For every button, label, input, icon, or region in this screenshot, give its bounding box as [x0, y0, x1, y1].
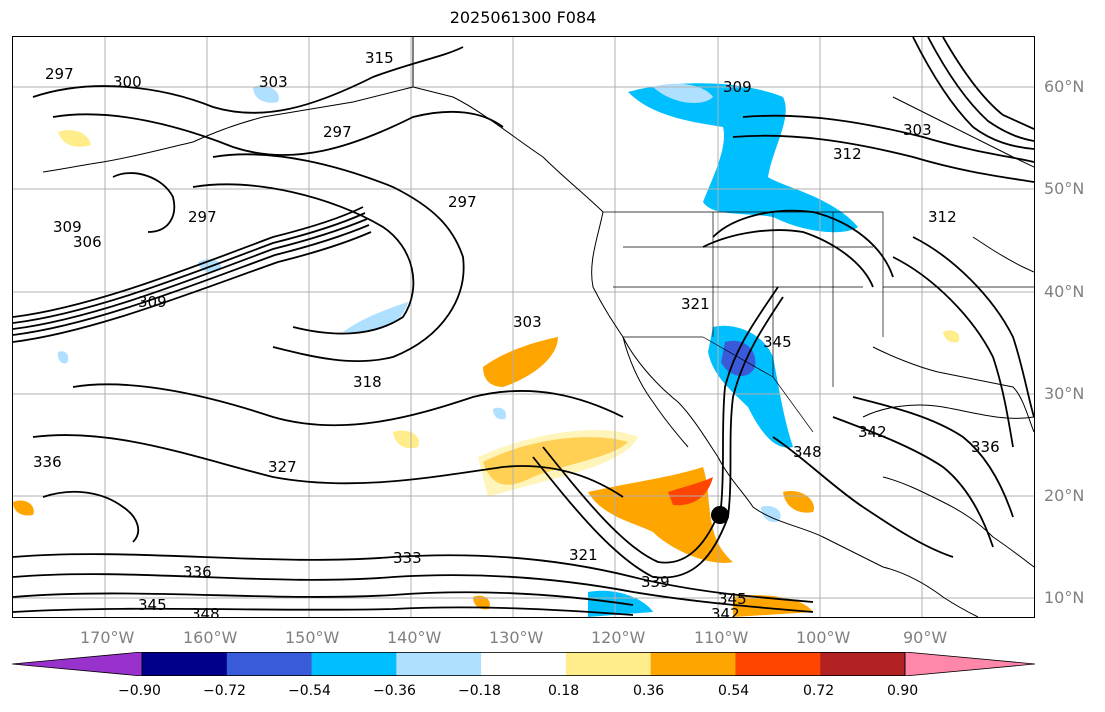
colorbar-extension-low [12, 652, 143, 676]
contour-label: 303 [903, 121, 932, 139]
colorbar-segment [396, 652, 482, 676]
shaded-field-negative [57, 83, 858, 617]
contour-label: 312 [833, 145, 862, 163]
contour-label: 336 [33, 453, 62, 471]
contour-label: 303 [259, 73, 288, 91]
contour-label: 342 [858, 423, 887, 441]
contour-label: 348 [793, 443, 822, 461]
colorbar-segment [481, 652, 567, 676]
contour-label: 303 [513, 313, 542, 331]
contour-label: 336 [971, 438, 1000, 456]
colorbar-tick-label: −0.54 [288, 683, 331, 699]
longitude-label: 110°W [694, 628, 749, 647]
contour-label: 321 [681, 295, 710, 313]
colorbar-tick-label: −0.36 [373, 683, 416, 699]
colorbar-tick-label: 0.54 [718, 683, 750, 699]
colorbar-tick-label: −0.18 [458, 683, 501, 699]
coastlines [42, 37, 1034, 617]
longitude-label: 160°W [183, 628, 238, 647]
contour-label: 297 [188, 208, 217, 226]
contour-label: 318 [353, 373, 382, 391]
latitude-label: 60°N [1044, 77, 1085, 96]
map-canvas: 297 300 303 309 306 309 312 315 297 297 … [13, 37, 1034, 617]
contour-label: 339 [641, 573, 670, 591]
latitude-label: 40°N [1044, 282, 1085, 301]
colorbar-segment [565, 652, 652, 676]
colorbar-tick-label: 0.72 [803, 683, 835, 699]
contour-label: 327 [268, 458, 297, 476]
contour-label: 297 [448, 193, 477, 211]
contour-label-group: 297 300 303 309 306 309 312 315 297 297 … [33, 49, 1000, 617]
contour-label: 321 [569, 546, 598, 564]
colorbar-tick-label: −0.72 [203, 683, 246, 699]
contour-label: 300 [113, 73, 142, 91]
map-panel: 297 300 303 309 306 309 312 315 297 297 … [12, 36, 1035, 618]
longitude-label: 100°W [796, 628, 851, 647]
colorbar-tick-label: 0.90 [887, 683, 919, 699]
longitude-label: 140°W [387, 628, 442, 647]
contour-label: 297 [323, 123, 352, 141]
contour-label: 345 [138, 596, 167, 614]
contour-label: 309 [138, 293, 167, 311]
colorbar-tick-label: −0.90 [118, 683, 161, 699]
political-borders [412, 37, 1034, 433]
colorbar-segment [142, 652, 228, 676]
colorbar-segment [226, 652, 313, 676]
latitude-label: 10°N [1044, 588, 1085, 607]
map-title: 2025061300 F084 [449, 8, 597, 27]
colorbar-segment [311, 652, 397, 676]
colorbar-tick-label: 0.36 [633, 683, 665, 699]
colorbar-outline [141, 652, 906, 676]
contour-label: 336 [183, 563, 212, 581]
contour-label: 306 [73, 233, 102, 251]
colorbar-tick-label: 0.18 [548, 683, 580, 699]
contour-label: 333 [393, 549, 422, 567]
contour-label: 297 [45, 65, 74, 83]
colorbar-segment [820, 652, 906, 676]
longitude-label: 90°W [903, 628, 948, 647]
colorbar [12, 652, 1035, 676]
longitude-label: 150°W [285, 628, 340, 647]
longitude-label: 130°W [489, 628, 544, 647]
contour-label: 342 [711, 605, 740, 617]
contour-label: 309 [53, 218, 82, 236]
longitude-label: 120°W [591, 628, 646, 647]
contour-label: 348 [191, 605, 220, 617]
colorbar-segment [735, 652, 821, 676]
contour-label: 312 [928, 208, 957, 226]
contour-label: 309 [723, 78, 752, 96]
colorbar-segment [650, 652, 736, 676]
longitude-label: 170°W [80, 628, 135, 647]
colorbar-extension-high [904, 652, 1035, 676]
contour-label: 315 [365, 49, 394, 67]
cyclone-marker [711, 506, 729, 524]
contour-label: 345 [718, 590, 747, 608]
latitude-label: 50°N [1044, 179, 1085, 198]
contour-lines [13, 37, 1034, 616]
contour-label: 345 [763, 333, 792, 351]
colorbar-segments [12, 652, 1035, 676]
latitude-label: 20°N [1044, 486, 1085, 505]
latitude-label: 30°N [1044, 384, 1085, 403]
